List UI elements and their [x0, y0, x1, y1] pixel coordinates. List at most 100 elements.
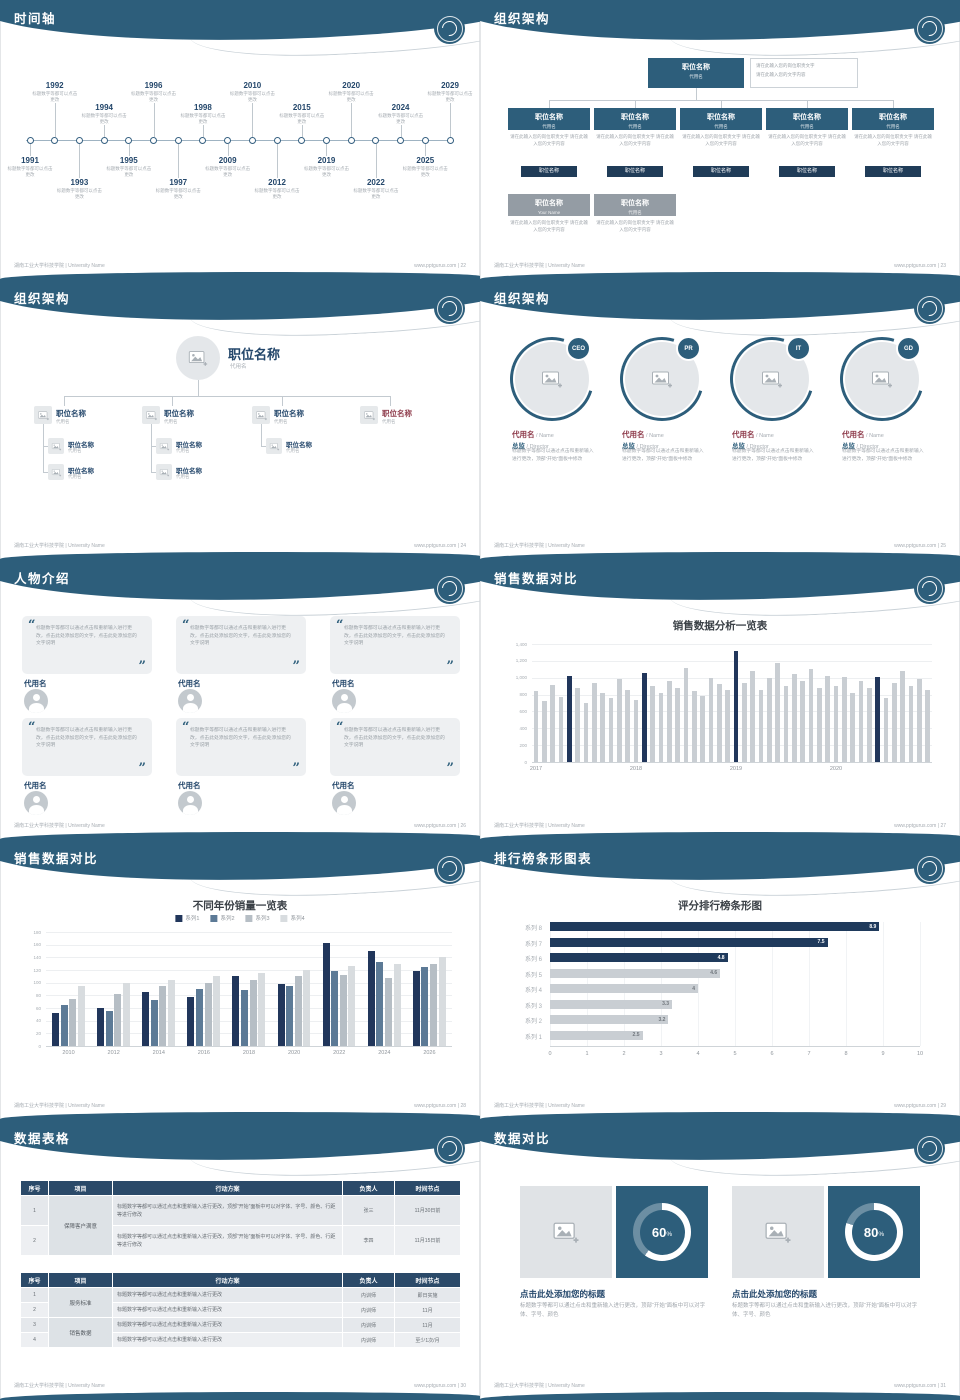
- quote-card[interactable]: “标题数字等都可以通过点击和重新输入进行更改，点击此处添加您的文字，点击此处添加…: [22, 616, 152, 674]
- timeline-node[interactable]: [421, 136, 429, 144]
- footer-band: [480, 1112, 960, 1120]
- slide-sales-monthly[interactable]: 销售数据对比 销售数据分析一览表 1,400 1,200 1,000 800 600 400…: [480, 560, 960, 840]
- note-line: 请在此输入您的岗位职责文字: [756, 63, 815, 68]
- x-axis-label: 0: [548, 1051, 552, 1057]
- table-cell: 销售数据: [48, 1317, 113, 1348]
- image-placeholder-icon: [145, 409, 158, 422]
- footer-meta: www.pptgurus.com | 23: [894, 263, 946, 269]
- x-axis-label: 2017: [529, 766, 543, 772]
- member-note: 标题数字等都可以通过点击和重新输入进行更改，顶部“开始”面板中修改: [512, 449, 594, 462]
- org-sub-box[interactable]: 职位名称: [693, 166, 749, 177]
- table-row[interactable]: 4 标题数字等都可以通过点击和重新输入进行更改 内训师 至少1次/月: [20, 1332, 461, 1348]
- slide-ranking[interactable]: 排行榜条形图表 评分排行榜条形图 0 1 2 3 4 5 6 7 8 9 10 系列 8 8.9 系列 7 7…: [480, 840, 960, 1120]
- bar: [558, 697, 564, 762]
- bar: [258, 972, 266, 1046]
- category-label: 系列 7: [524, 941, 542, 948]
- slide-tables[interactable]: 数据表格 序号 项目 行动方案 负责人 时间节点 1 保障客户满意 标题数字等都可以通过点击和…: [0, 1120, 480, 1400]
- quote-card[interactable]: “标题数字等都可以通过点击和重新输入进行更改，点击此处添加您的文字，点击此处添加…: [176, 718, 306, 776]
- timeline-node[interactable]: [51, 136, 59, 144]
- table-row[interactable]: 1 服务标准 标题数字等都可以通过点击和重新输入进行更改 内训师 即日实施: [20, 1287, 461, 1318]
- quote-card[interactable]: “标题数字等都可以通过点击和重新输入进行更改，点击此处添加您的文字，点击此处添加…: [330, 616, 460, 674]
- member-name: 代用名 / Name: [512, 424, 554, 442]
- table-cell: 2: [20, 1302, 49, 1318]
- member-role: 总监 / Director: [512, 435, 549, 453]
- bar: [303, 970, 311, 1046]
- timeline-node[interactable]: [75, 136, 83, 144]
- logo-badge: [434, 573, 465, 604]
- legend-swatch: [245, 914, 253, 922]
- org-sub-box[interactable]: 职位名称: [865, 166, 921, 177]
- bar: [850, 692, 856, 762]
- org-box[interactable]: 职位名称 代用名: [594, 194, 676, 216]
- gridline: [532, 711, 932, 713]
- timeline-entry: 2020 标题数字等都可以点击更改: [327, 81, 375, 103]
- timeline-entry: 1993 标题数字等都可以点击更改: [55, 178, 103, 200]
- table-cell: 11月15日前: [394, 1225, 461, 1256]
- org-chart-body: 职位名称 代用名 请在此输入您的岗位职责文字 请在此输入您的文字内容 职位名称 代用名 请在…: [480, 54, 960, 266]
- org-box[interactable]: 职位名称 代用名: [680, 108, 762, 130]
- bar: [122, 982, 130, 1046]
- quote-card[interactable]: “标题数字等都可以通过点击和重新输入进行更改，点击此处添加您的文字，点击此处添加…: [330, 718, 460, 776]
- y-axis-label: 400: [519, 725, 527, 731]
- image-placeholder-icon: [51, 467, 62, 478]
- timeline-node[interactable]: [322, 136, 330, 144]
- org-root-box[interactable]: 职位名称 代用名: [648, 58, 744, 88]
- timeline-node[interactable]: [26, 136, 34, 144]
- org-sub-box[interactable]: 职位名称: [779, 166, 835, 177]
- org-sub-box[interactable]: 职位名称: [607, 166, 663, 177]
- timeline-node[interactable]: [248, 136, 256, 144]
- timeline-node[interactable]: [273, 136, 281, 144]
- bar: [650, 686, 656, 762]
- timeline-node[interactable]: [125, 136, 133, 144]
- timeline-node[interactable]: [347, 136, 355, 144]
- timeline-node[interactable]: [150, 136, 158, 144]
- gridline: [772, 922, 773, 1046]
- timeline-node[interactable]: [397, 136, 405, 144]
- bar: [750, 670, 756, 762]
- logo-icon: [918, 17, 941, 40]
- slide-people[interactable]: 人物介绍 “标题数字等都可以通过点击和重新输入进行更改，点击此处添加您的文字，点…: [0, 560, 480, 840]
- quote-card[interactable]: “标题数字等都可以通过点击和重新输入进行更改，点击此处添加您的文字，点击此处添加…: [176, 616, 306, 674]
- connector: [172, 396, 173, 406]
- role-en: / Director: [745, 444, 769, 450]
- slide-org-boxes[interactable]: 组织架构 职位名称 代用名 请在此输入您的岗位职责文字 请在此输入您的文字内容 职位名称…: [480, 0, 960, 280]
- org-box[interactable]: 职位名称 代用名: [852, 108, 934, 130]
- timeline-node[interactable]: [446, 136, 454, 144]
- timeline-caption: 标题数字等都可以点击更改: [279, 112, 325, 124]
- org-sub-box[interactable]: 职位名称: [521, 166, 577, 177]
- logo-icon: [438, 1137, 461, 1160]
- slide-timeline[interactable]: 时间轴 1991 标题数字等都可以点击更改 1992 标题数字等都可以点击更改 1993…: [0, 0, 480, 280]
- bar: [700, 696, 706, 762]
- bar: [567, 676, 572, 762]
- table-header-cell: 序号: [20, 1180, 49, 1196]
- timeline-node[interactable]: [100, 136, 108, 144]
- table-cell: 内训师: [342, 1332, 395, 1348]
- slide-sales-yearly[interactable]: 销售数据对比 不同年份销量一览表 系列1 系列2 系列3 系列4 180 160 140 120…: [0, 840, 480, 1120]
- timeline-node[interactable]: [224, 136, 232, 144]
- org-box[interactable]: 职位名称 代用名: [594, 108, 676, 130]
- slide-org-circles[interactable]: 组织架构 CEO 代用名 / Name 总监 / Director 标题数字等都可以通…: [480, 280, 960, 560]
- panel-heading: 点击此处添加您的标题: [520, 1289, 606, 1299]
- org-box[interactable]: 职位名称 代用名: [766, 108, 848, 130]
- quote-card[interactable]: “标题数字等都可以通过点击和重新输入进行更改，点击此处添加您的文字，点击此处添加…: [22, 718, 152, 776]
- table-row[interactable]: 3 销售数据 标题数字等都可以通过点击和重新输入进行更改 内训师 11月: [20, 1317, 461, 1348]
- slide-compare[interactable]: 数据对比 60% 点击此处添加您的标题 标题数字等都可以通过点击和重新输入进行更改，…: [480, 1120, 960, 1400]
- x-axis: [550, 1046, 920, 1047]
- timeline-node[interactable]: [372, 136, 380, 144]
- table-row[interactable]: 2 标题数字等都可以通过点击和重新输入进行更改，顶部“开始”面板中可以对字体、字号…: [20, 1225, 461, 1256]
- slide-org-tree[interactable]: 组织架构 职位名称 代用名 职位名称 代用名 职位名称 代用名 职位名称 代用名 职位名称 代用名…: [0, 280, 480, 560]
- yearly-chart-body: 不同年份销量一览表 系列1 系列2 系列3 系列4 180 160 140 120 100 80 60…: [0, 894, 480, 1106]
- table-row[interactable]: 1 保障客户满意 标题数字等都可以通过点击和重新输入进行更改，顶部“开始”面板中可以…: [20, 1195, 461, 1256]
- org-box[interactable]: 职位名称 代用名: [508, 108, 590, 130]
- member-note: 标题数字等都可以通过点击和重新输入进行更改，顶部“开始”面板中修改: [842, 449, 924, 462]
- member-name: 代用名: [332, 781, 355, 790]
- timeline-node[interactable]: [298, 136, 306, 144]
- category-label: 系列 3: [524, 1003, 542, 1010]
- role-badge: IT: [786, 336, 811, 361]
- quote-close-icon: ”: [446, 659, 454, 674]
- org-box[interactable]: 职位名称 Your Name: [508, 194, 590, 216]
- bar: [575, 687, 581, 762]
- timeline-node[interactable]: [199, 136, 207, 144]
- footer-site: www.pptgurus.com: [414, 543, 457, 549]
- timeline-node[interactable]: [174, 136, 182, 144]
